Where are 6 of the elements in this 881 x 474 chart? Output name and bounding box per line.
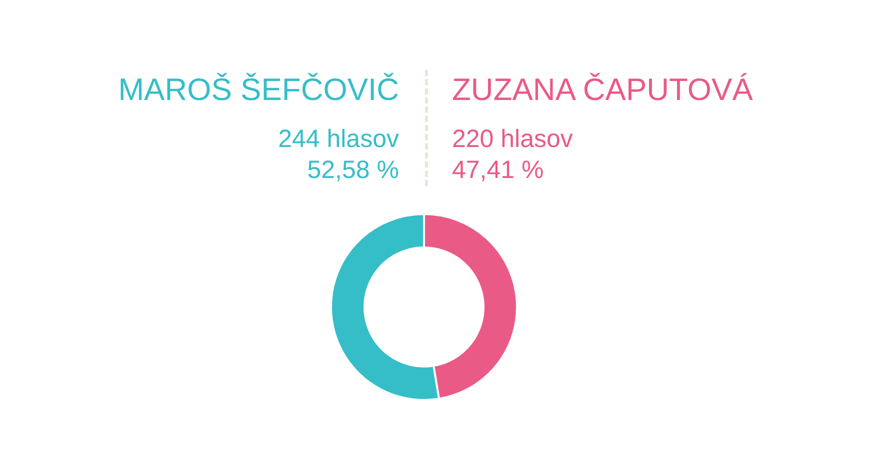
slice-label: MAROŠ ŠEFČOVIČ bbox=[118, 71, 399, 109]
data-label: 220 hlasov bbox=[452, 124, 574, 155]
text: 52,58 % bbox=[306, 155, 399, 186]
text: 47,41 % bbox=[452, 155, 545, 186]
slice-label: ZUZANA ČAPUTOVÁ bbox=[452, 71, 753, 109]
data-label: 244 hlasov bbox=[277, 124, 399, 155]
